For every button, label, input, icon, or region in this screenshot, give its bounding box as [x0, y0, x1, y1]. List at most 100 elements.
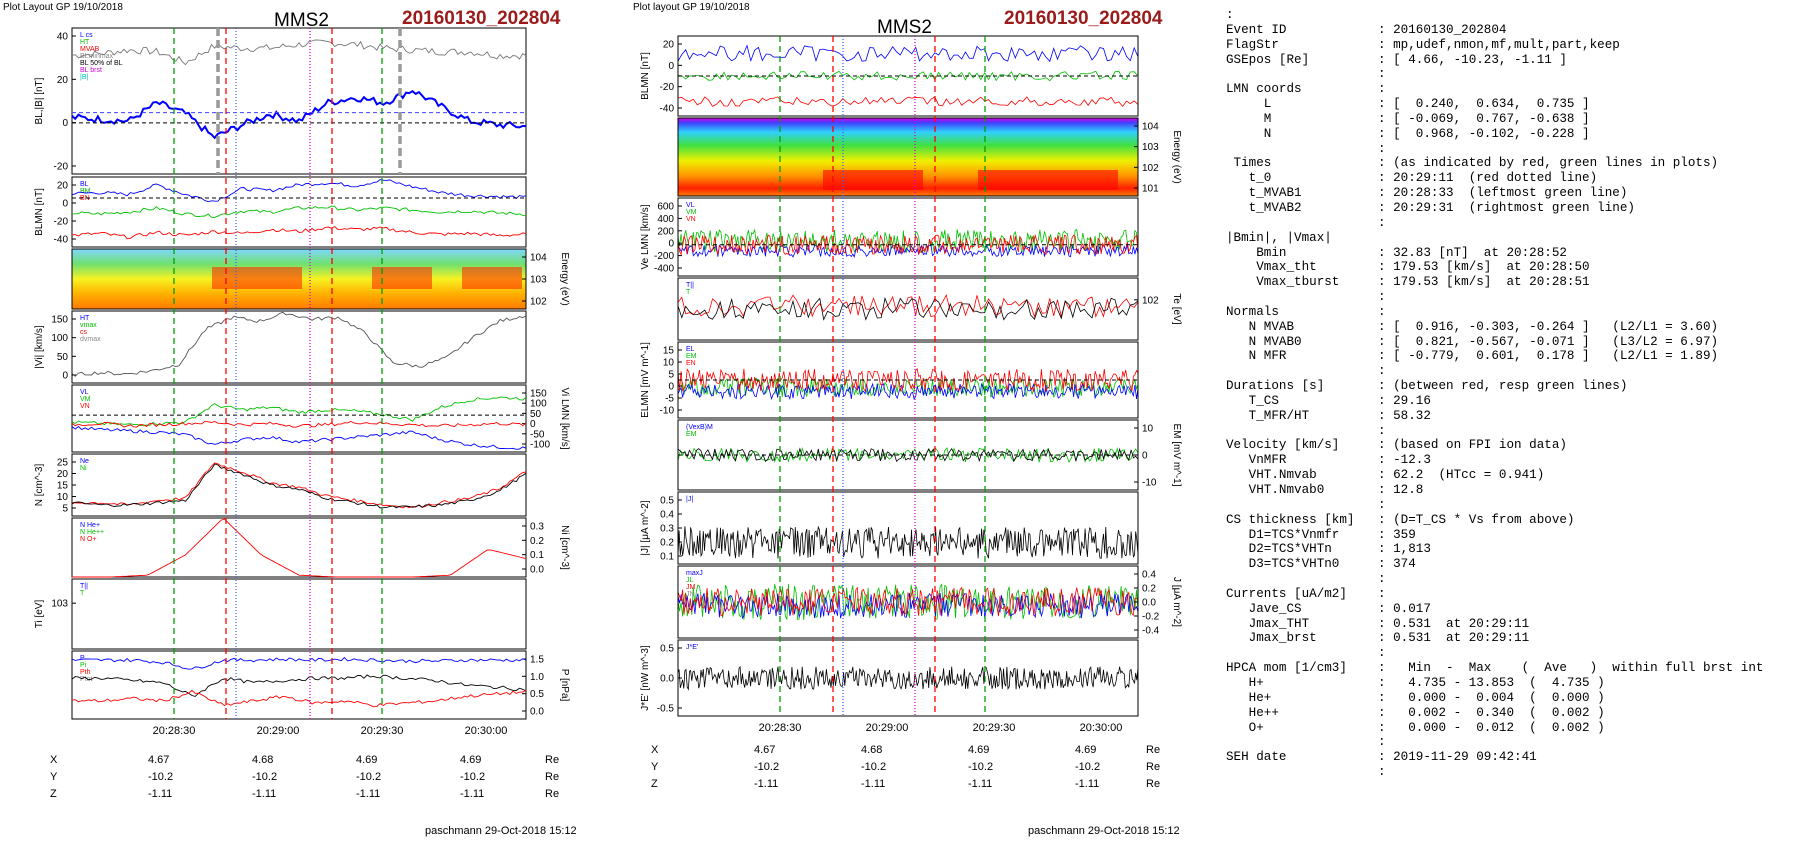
info-key: M — [1226, 111, 1272, 126]
left-1-frame — [71, 27, 527, 175]
mid-4-legend-0: T|| — [686, 282, 694, 289]
left-1-legend-3: BLminmax — [80, 53, 114, 60]
left-pos-value: -1.11 — [252, 788, 277, 800]
left-5-series-1 — [71, 396, 527, 427]
info-key: Jmax_THT — [1226, 616, 1310, 631]
info-key: Times — [1226, 156, 1272, 171]
left-7-legend-1: N He++ — [80, 529, 104, 536]
info-key: L — [1226, 97, 1272, 112]
info-key: t_0 — [1226, 171, 1272, 186]
mid-8-trace-jn — [677, 592, 1139, 620]
mid-6-ytick-label: -10 — [1142, 478, 1157, 489]
mid-pos-unit: Re — [1146, 778, 1161, 790]
mid-time-tick-0: 20:28:30 — [759, 722, 802, 734]
left-5-frame — [71, 384, 527, 453]
info-key: N MVAB0 — [1226, 334, 1302, 349]
mid-8-ytick-label: 0.4 — [1142, 570, 1156, 581]
left-6-ylabel: N [cm^-3] — [34, 464, 45, 507]
info-key: t_MVAB1 — [1226, 186, 1302, 201]
mid-8-frame — [677, 565, 1139, 639]
mid-6-legend-0: (VexB)M — [686, 424, 713, 431]
left-9-series-0 — [71, 656, 527, 670]
left-2-ytick-label: -20 — [54, 217, 69, 228]
left-1-ylabel: BL,|B| [nT] — [34, 77, 45, 124]
mid-1-trace-bl — [677, 44, 1139, 63]
mid-pos-value: -1.11 — [754, 778, 779, 790]
info-value: : — [1378, 304, 1386, 319]
left-event-id: 20160130_202804 — [402, 8, 561, 29]
left-4-frame — [71, 310, 527, 384]
left-signature: paschmann 29-Oct-2018 15:12 — [425, 825, 577, 837]
left-3-hot-region-0 — [212, 267, 302, 289]
info-value: : Min - Max ( Ave ) within full brst int — [1378, 661, 1764, 676]
mid-time-tick-2: 20:29:30 — [973, 722, 1016, 734]
info-key: Normals — [1226, 304, 1279, 319]
info-line: D2=TCS*VHTn: 1,813 — [1226, 542, 1763, 557]
info-value: : 0.000 - 0.004 ( 0.000 ) — [1378, 690, 1605, 705]
info-key: VHT.Nmvab — [1226, 468, 1317, 483]
left-3-ytick-label: 102 — [530, 297, 547, 308]
mid-7-ytick-label: 0.1 — [660, 552, 674, 563]
left-2-series-0 — [71, 179, 527, 203]
info-value: : 4.735 - 13.853 ( 4.735 ) — [1378, 675, 1605, 690]
info-value: : — [1378, 646, 1386, 661]
info-value: : 0.531 at 20:29:11 — [1378, 631, 1530, 646]
info-line: L: [ 0.240, 0.634, 0.735 ] — [1226, 97, 1763, 112]
info-line: Jmax_THT : 0.531 at 20:29:11 — [1226, 617, 1763, 632]
left-4-legend-0: HT — [80, 315, 90, 322]
left-pos-unit: Re — [545, 788, 560, 800]
info-key: N MVAB — [1226, 319, 1295, 334]
info-line: N: [ 0.968, -0.102, -0.228 ] — [1226, 127, 1763, 142]
left-time-tick-0: 20:28:30 — [153, 725, 196, 737]
left-6-series-1 — [71, 463, 527, 509]
info-line: He++: 0.002 - 0.340 ( 0.002 ) — [1226, 706, 1763, 721]
info-value: : — [1378, 141, 1386, 156]
info-key: Event ID — [1226, 22, 1287, 37]
mid-8-legend-3: JN — [686, 591, 695, 598]
info-key: N MFR — [1226, 349, 1287, 364]
mid-pos-value: -10.2 — [1075, 761, 1101, 773]
mid-3-ytick-label: 200 — [657, 226, 674, 237]
left-6-legend-0: Ne — [80, 458, 89, 465]
left-3-ytick-label: 103 — [530, 275, 547, 286]
mid-time-tick-3: 20:30:00 — [1080, 722, 1123, 734]
left-5-legend-2: VN — [80, 403, 90, 410]
left-5-ytick-label: 0 — [530, 419, 536, 430]
info-key: H+ — [1226, 675, 1264, 690]
left-9-ytick-label: 0.0 — [530, 707, 544, 718]
mid-5-ytick-label: 15 — [663, 346, 675, 357]
left-9-ylabel: P [nPa] — [559, 669, 570, 702]
mid-pos-value: -10.2 — [968, 761, 994, 773]
info-key: Jave_CS — [1226, 601, 1302, 616]
mid-6-ylabel: EM [mV m^-1] — [1171, 423, 1182, 486]
mid-5-legend-1: EM — [686, 353, 697, 360]
left-2-series-1 — [71, 205, 527, 218]
info-value: : [ -0.779, 0.601, 0.178 ] (L2/L1 = 1.89… — [1378, 349, 1719, 364]
info-value: : 179.53 [km/s] at 20:28:50 — [1378, 260, 1590, 275]
info-value: : — [1378, 82, 1386, 97]
info-value: : 0.531 at 20:29:11 — [1378, 616, 1530, 631]
left-1-ytick-label: 20 — [57, 75, 69, 86]
mid-8-legend-2: JM — [686, 584, 696, 591]
info-line: HPCA mom [1/cm3]: Min - Max ( Ave ) with… — [1226, 661, 1763, 676]
mid-pos-value: 4.67 — [754, 744, 776, 756]
mid-pos-unit: Re — [1146, 761, 1161, 773]
mid-7-legend-0: |J| — [686, 496, 693, 503]
left-time-tick-1: 20:29:00 — [257, 725, 300, 737]
left-5-legend-0: VL — [80, 389, 89, 396]
mid-6-trace-em — [677, 447, 1139, 464]
info-value: : 0.000 - 0.012 ( 0.002 ) — [1378, 720, 1605, 735]
mid-5-legend-0: EL — [686, 346, 695, 353]
mid-4-ylabel: Te [eV] — [1171, 293, 1182, 324]
info-key: Vmax_tburst — [1226, 275, 1340, 290]
left-7-ylabel: Ni [cm^-3] — [559, 525, 570, 570]
info-key: T_MFR/HT — [1226, 408, 1310, 423]
left-header: Plot Layout GP 19/10/2018 — [3, 2, 123, 13]
info-key: Vmax_tht — [1226, 260, 1317, 275]
left-9-legend-3: Ptot — [80, 676, 93, 683]
mid-7-frame — [677, 491, 1139, 565]
mid-3-ytick-label: 600 — [657, 202, 674, 213]
info-line: Bmin: 32.83 [nT] at 20:28:52 — [1226, 246, 1763, 261]
info-key: O+ — [1226, 720, 1264, 735]
info-line: Jave_CS: 0.017 — [1226, 602, 1763, 617]
